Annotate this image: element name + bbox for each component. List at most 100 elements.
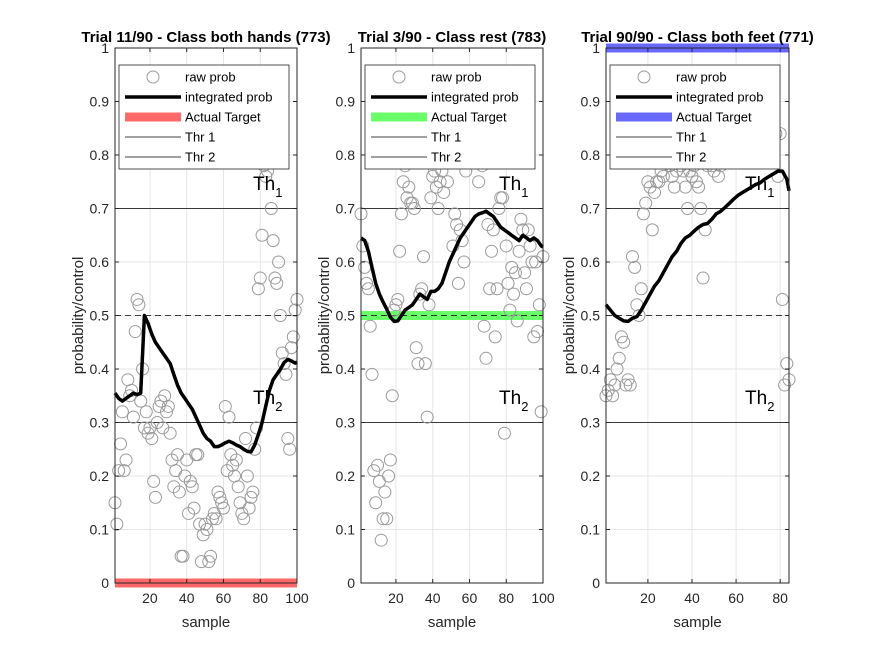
raw-prob-point [645, 223, 659, 237]
raw-prob-point [237, 512, 251, 526]
legend-label: raw prob [676, 70, 727, 85]
y-tick-label: 0.4 [90, 361, 110, 377]
y-tick-label: 1 [101, 40, 109, 56]
legend-label: integrated prob [676, 90, 763, 105]
raw-prob-point [483, 282, 497, 296]
raw-prob-point [486, 223, 500, 237]
raw-prob-point [134, 394, 148, 408]
raw-prob-point [240, 469, 254, 483]
raw-prob-point [448, 207, 462, 221]
y-tick-label: 0.4 [581, 361, 601, 377]
x-axis-label: sample [673, 614, 721, 631]
y-tick-label: 1 [347, 40, 355, 56]
x-tick-label: 40 [179, 590, 195, 606]
raw-prob-point [623, 378, 637, 392]
x-tick-label: 40 [425, 590, 441, 606]
y-tick-label: 0.1 [90, 522, 110, 538]
raw-prob-point [205, 512, 219, 526]
x-tick-label: 60 [216, 590, 232, 606]
y-tick-label: 0.8 [336, 147, 356, 163]
raw-prob-point [270, 276, 284, 290]
y-tick-label: 0.8 [90, 147, 110, 163]
legend-label: integrated prob [185, 90, 272, 105]
raw-prob-point [147, 474, 161, 488]
y-axis-label: probability/control [316, 257, 333, 375]
raw-prob-point [272, 255, 286, 269]
raw-prob-point [119, 453, 133, 467]
y-tick-label: 0.5 [90, 308, 110, 324]
raw-prob-point [431, 202, 445, 215]
legend: raw prob integrated prob Actual Target Thr … [118, 64, 290, 170]
raw-prob-point [639, 196, 653, 210]
raw-prob-point [417, 250, 431, 264]
raw-prob-point [204, 549, 218, 563]
raw-prob-point [497, 426, 511, 440]
raw-prob-point [490, 282, 504, 296]
raw-prob-point [363, 319, 377, 333]
x-tick-label: 40 [684, 590, 700, 606]
x-tick-label: 20 [640, 590, 656, 606]
y-tick-label: 0.3 [90, 415, 110, 431]
raw-prob-point [689, 175, 703, 189]
raw-prob-point [628, 260, 642, 274]
raw-prob-point [413, 287, 427, 301]
raw-prob-point [612, 351, 626, 365]
y-tick-label: 0.2 [90, 468, 110, 484]
subplot-3: Th1 Th2 raw prob integrated prob Actual Targ… [561, 29, 814, 631]
legend-marker-raw [146, 70, 160, 84]
legend-label: integrated prob [431, 90, 518, 105]
legend-label: Actual Target [185, 110, 261, 125]
x-axis-label: sample [428, 614, 476, 631]
raw-prob-point [391, 292, 405, 306]
raw-prob-point [183, 474, 197, 488]
raw-prob-point [711, 169, 725, 183]
subplot-title: Trial 90/90 - Class both feet (771) [581, 29, 814, 46]
raw-prob-point [361, 282, 375, 296]
x-tick-label: 20 [388, 590, 404, 606]
raw-prob-point [200, 523, 214, 536]
raw-prob-point [202, 555, 216, 569]
raw-prob-point [418, 357, 432, 371]
raw-prob-point [619, 378, 633, 392]
x-tick-label: 20 [142, 590, 158, 606]
raw-prob-point [667, 180, 681, 194]
legend-label: Actual Target [676, 110, 752, 125]
raw-prob-point [380, 512, 394, 526]
raw-prob-point [507, 287, 521, 301]
raw-prob-point [694, 202, 708, 215]
x-tick-label: 80 [772, 590, 788, 606]
raw-prob-point [440, 175, 454, 189]
raw-prob-point [656, 169, 670, 183]
threshold-2-label: Th2 [253, 388, 282, 414]
legend-label: Thr 1 [431, 130, 461, 145]
raw-prob-point [251, 282, 265, 296]
subplot-1: Th1 Th2 raw prob integrated prob Actual Targ… [70, 29, 331, 631]
subplot-2: Th1 Th2 raw prob integrated prob Actual Targ… [316, 29, 555, 631]
raw-prob-point [132, 298, 146, 312]
integrated-prob-line [113, 313, 298, 454]
raw-prob-point [424, 191, 438, 205]
raw-prob-point [378, 485, 392, 499]
raw-prob-point [163, 426, 177, 440]
legend: raw prob integrated prob Actual Target Thr … [609, 64, 781, 170]
legend-label: Thr 2 [676, 150, 706, 165]
raw-prob-point [277, 357, 291, 371]
raw-prob-point [117, 464, 131, 478]
raw-prob-point [112, 464, 126, 478]
raw-prob-point [512, 244, 526, 258]
y-tick-label: 0 [101, 575, 109, 591]
legend-label: Thr 1 [676, 130, 706, 145]
legend-label: Thr 2 [185, 150, 215, 165]
y-tick-label: 0.3 [336, 415, 356, 431]
x-tick-label: 60 [462, 590, 478, 606]
threshold-1-label: Th1 [253, 174, 282, 200]
y-tick-label: 0.1 [581, 522, 601, 538]
legend-label: Actual Target [431, 110, 507, 125]
x-tick-label: 80 [498, 590, 514, 606]
y-tick-label: 0.9 [581, 94, 601, 110]
y-axis-label: probability/control [561, 257, 578, 375]
legend-marker-raw [637, 70, 651, 84]
y-axis-label: probability/control [70, 257, 87, 375]
raw-prob-point [409, 341, 423, 355]
y-tick-label: 0.6 [581, 254, 601, 270]
